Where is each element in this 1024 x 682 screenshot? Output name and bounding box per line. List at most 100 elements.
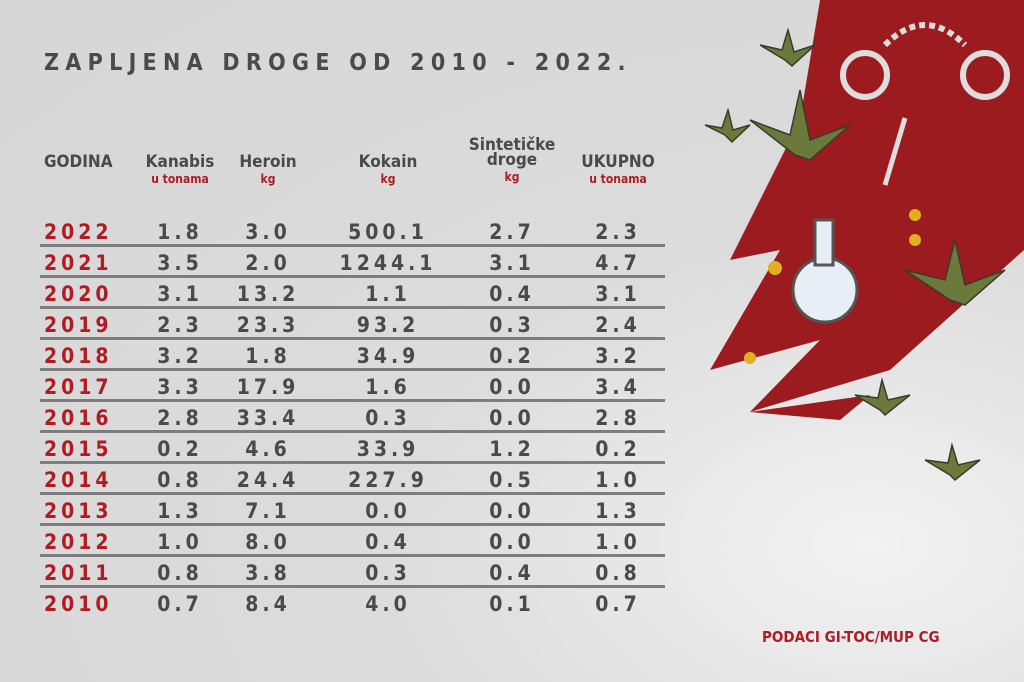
row-divider xyxy=(40,275,665,278)
year-cell: 2020 xyxy=(44,282,113,306)
flask-icon xyxy=(791,218,859,324)
value-cell: 3.2 xyxy=(157,344,203,368)
year-cell: 2013 xyxy=(44,499,113,523)
table-row: 2015 0.2 4.6 33.9 1.2 0.2 xyxy=(40,433,665,464)
value-cell: 3.4 xyxy=(595,375,641,399)
column-unit: u tonama xyxy=(151,172,209,186)
column-unit: kg xyxy=(380,172,396,186)
value-cell: 0.7 xyxy=(157,592,203,616)
value-cell: 4.0 xyxy=(365,592,411,616)
column-label: Heroin xyxy=(239,152,297,172)
value-cell: 34.9 xyxy=(356,344,420,368)
value-cell: 17.9 xyxy=(236,375,300,399)
value-cell: 3.1 xyxy=(157,282,203,306)
value-cell: 0.3 xyxy=(365,406,411,430)
year-cell: 2015 xyxy=(44,437,113,461)
value-cell: 1.0 xyxy=(595,468,641,492)
value-cell: 1.3 xyxy=(157,499,203,523)
value-cell: 93.2 xyxy=(356,313,420,337)
value-cell: 0.2 xyxy=(489,344,535,368)
year-cell: 2021 xyxy=(44,251,113,275)
table-row: 2022 1.8 3.0 500.1 2.7 2.3 xyxy=(40,216,665,247)
pills-icon xyxy=(744,209,921,364)
value-cell: 4.6 xyxy=(245,437,291,461)
column-header: Kokain kg xyxy=(338,152,438,186)
value-cell: 2.8 xyxy=(157,406,203,430)
value-cell: 33.9 xyxy=(356,437,420,461)
value-cell: 2.3 xyxy=(595,220,641,244)
column-label: Sintetičke droge xyxy=(468,135,556,170)
value-cell: 2.0 xyxy=(245,251,291,275)
red-burst-shape xyxy=(710,0,1024,412)
value-cell: 0.3 xyxy=(489,313,535,337)
page-title: ZAPLJENA DROGE OD 2010 - 2022. xyxy=(44,50,632,76)
row-divider xyxy=(40,554,665,557)
table-row: 2010 0.7 8.4 4.0 0.1 0.7 xyxy=(40,588,665,619)
table-row: 2019 2.3 23.3 93.2 0.3 2.4 xyxy=(40,309,665,340)
row-divider xyxy=(40,337,665,340)
value-cell: 3.0 xyxy=(245,220,291,244)
row-divider xyxy=(40,461,665,464)
column-header: GODINA xyxy=(44,152,124,172)
row-divider xyxy=(40,244,665,247)
value-cell: 1.2 xyxy=(489,437,535,461)
table-row: 2013 1.3 7.1 0.0 0.0 1.3 xyxy=(40,495,665,526)
value-cell: 2.7 xyxy=(489,220,535,244)
value-cell: 3.2 xyxy=(595,344,641,368)
value-cell: 0.4 xyxy=(489,561,535,585)
cannabis-leaf-icon xyxy=(704,27,1006,482)
value-cell: 0.8 xyxy=(157,468,203,492)
table-row: 2018 3.2 1.8 34.9 0.2 3.2 xyxy=(40,340,665,371)
value-cell: 2.4 xyxy=(595,313,641,337)
column-label: UKUPNO xyxy=(581,152,655,172)
value-cell: 4.7 xyxy=(595,251,641,275)
year-cell: 2011 xyxy=(44,561,113,585)
row-divider xyxy=(40,368,665,371)
value-cell: 1.8 xyxy=(157,220,203,244)
value-cell: 3.1 xyxy=(595,282,641,306)
column-unit: kg xyxy=(504,170,520,184)
row-divider xyxy=(40,523,665,526)
column-unit: u tonama xyxy=(589,172,647,186)
value-cell: 2.8 xyxy=(595,406,641,430)
value-cell: 1244.1 xyxy=(339,251,437,275)
value-cell: 1.6 xyxy=(365,375,411,399)
table-row: 2021 3.5 2.0 1244.1 3.1 4.7 xyxy=(40,247,665,278)
column-header: UKUPNO u tonama xyxy=(568,152,668,186)
value-cell: 0.4 xyxy=(365,530,411,554)
table-row: 2012 1.0 8.0 0.4 0.0 1.0 xyxy=(40,526,665,557)
value-cell: 227.9 xyxy=(348,468,428,492)
table-row: 2016 2.8 33.4 0.3 0.0 2.8 xyxy=(40,402,665,433)
value-cell: 0.0 xyxy=(365,499,411,523)
value-cell: 8.4 xyxy=(245,592,291,616)
value-cell: 0.0 xyxy=(489,406,535,430)
year-cell: 2012 xyxy=(44,530,113,554)
value-cell: 24.4 xyxy=(236,468,300,492)
column-label: Kokain xyxy=(358,152,418,172)
column-header: Sintetičke droge kg xyxy=(452,135,572,184)
value-cell: 1.0 xyxy=(157,530,203,554)
row-divider xyxy=(40,430,665,433)
table-row: 2014 0.8 24.4 227.9 0.5 1.0 xyxy=(40,464,665,495)
value-cell: 3.1 xyxy=(489,251,535,275)
row-divider xyxy=(40,306,665,309)
red-streak-shape xyxy=(750,395,870,420)
handcuffs-icon xyxy=(840,22,1010,100)
column-unit: kg xyxy=(260,172,276,186)
source-note: PODACI GI-TOC/MUP CG xyxy=(762,628,940,646)
value-cell: 1.0 xyxy=(595,530,641,554)
table-row: 2011 0.8 3.8 0.3 0.4 0.8 xyxy=(40,557,665,588)
year-cell: 2016 xyxy=(44,406,113,430)
value-cell: 0.7 xyxy=(595,592,641,616)
table-row: 2020 3.1 13.2 1.1 0.4 3.1 xyxy=(40,278,665,309)
column-label: Kanabis xyxy=(145,152,215,172)
value-cell: 23.3 xyxy=(236,313,300,337)
value-cell: 3.8 xyxy=(245,561,291,585)
table-row: 2017 3.3 17.9 1.6 0.0 3.4 xyxy=(40,371,665,402)
column-label: GODINA xyxy=(44,152,113,172)
value-cell: 0.2 xyxy=(157,437,203,461)
row-divider xyxy=(40,585,665,588)
value-cell: 0.0 xyxy=(489,499,535,523)
value-cell: 0.1 xyxy=(489,592,535,616)
value-cell: 0.8 xyxy=(157,561,203,585)
